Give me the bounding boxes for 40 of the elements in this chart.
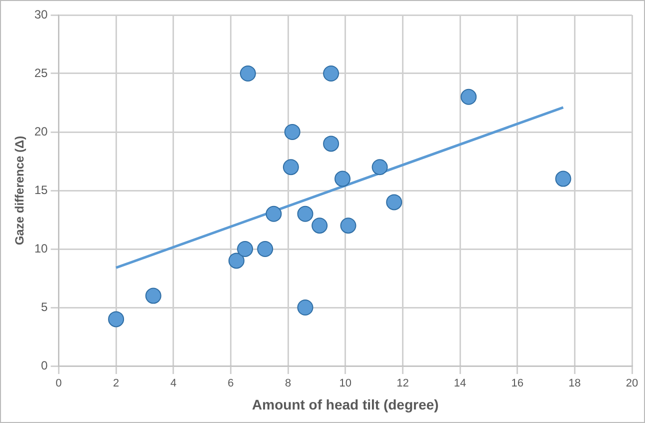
y-tick-label: 5	[41, 300, 48, 314]
x-tick-label: 18	[568, 378, 581, 390]
y-tick-label: 10	[34, 241, 48, 256]
y-tick-label: 30	[34, 7, 48, 22]
x-tick-label: 16	[511, 378, 524, 390]
x-tick-label: 10	[339, 378, 352, 390]
x-tick-label: 6	[228, 378, 234, 390]
point	[240, 66, 256, 82]
x-tick-label: 0	[56, 378, 62, 390]
y-tick-label: 25	[34, 66, 48, 80]
x-tick-label: 8	[284, 378, 292, 390]
point	[145, 288, 162, 304]
point	[284, 124, 300, 140]
point	[340, 218, 356, 234]
point	[386, 194, 402, 210]
x-tick-label: 12	[396, 378, 409, 390]
point	[266, 206, 282, 222]
point	[312, 218, 328, 234]
point	[372, 159, 388, 176]
y-tick-label: 15	[34, 182, 48, 197]
point	[323, 136, 340, 152]
y-tick-label: 0	[41, 358, 48, 372]
x-axis-title: Amount of head tilt (degree)	[252, 396, 439, 412]
point	[460, 88, 477, 105]
point	[297, 206, 314, 222]
point	[323, 66, 340, 82]
point	[555, 170, 572, 187]
point	[228, 252, 244, 269]
point	[237, 241, 254, 257]
x-tick-label: 20	[626, 378, 638, 390]
point	[334, 170, 351, 187]
x-tick-label: 14	[454, 378, 466, 390]
point	[257, 241, 274, 257]
point	[108, 311, 124, 328]
y-axis-title: Gaze difference (Δ)	[12, 136, 27, 246]
x-tick-label: 2	[113, 378, 120, 390]
y-tick-label: 20	[34, 124, 48, 138]
point	[297, 300, 314, 316]
x-tick-label: 4	[170, 378, 176, 390]
point	[282, 159, 299, 176]
